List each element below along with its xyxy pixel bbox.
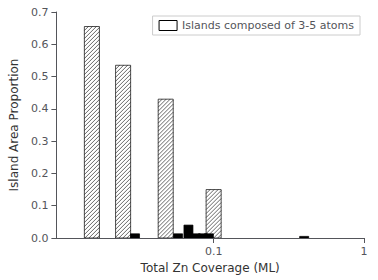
svg-text:0.1: 0.1 (31, 199, 49, 212)
svg-text:Islands composed of 3-5 atoms: Islands composed of 3-5 atoms (182, 19, 354, 32)
svg-text:0.1: 0.1 (205, 245, 223, 258)
svg-text:0.7: 0.7 (31, 6, 49, 19)
svg-text:0.0: 0.0 (31, 232, 49, 245)
svg-text:0.5: 0.5 (31, 70, 49, 83)
svg-text:0.2: 0.2 (31, 167, 49, 180)
svg-text:Island Area Proportion: Island Area Proportion (7, 59, 21, 192)
svg-text:1: 1 (361, 245, 368, 258)
svg-text:0.4: 0.4 (31, 102, 49, 115)
svg-text:0.6: 0.6 (31, 38, 49, 51)
svg-text:0.3: 0.3 (31, 135, 49, 148)
svg-text:Total Zn Coverage (ML): Total Zn Coverage (ML) (140, 261, 280, 275)
